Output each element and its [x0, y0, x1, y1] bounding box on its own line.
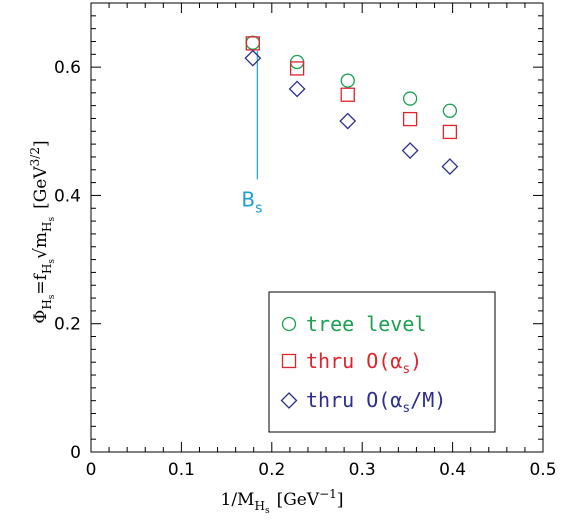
y-axis-label-phi-sub: H [40, 299, 54, 309]
x-axis-label-main: 1/M [221, 490, 255, 510]
legend-label-thru-alpha-s-over-m-sub: s [402, 401, 410, 416]
point-tree-level [402, 91, 418, 106]
legend-label-thru-alpha-s-post: ) [410, 349, 422, 373]
x-tick-label: 0 [86, 460, 97, 480]
bs-label: Bs [241, 187, 262, 216]
legend-label-tree-level: tree level [306, 312, 426, 336]
axis-tick-labels: 0 0.1 0.2 0.3 0.4 0.5 0 0.2 0.4 0.6 [54, 58, 557, 480]
point-thru-alpha-s [442, 124, 458, 140]
point-thru-alpha-s-over-m [244, 49, 262, 67]
point-thru-alpha-s-over-m [401, 142, 419, 159]
legend-label-thru-alpha-s-over-m: thru O(αs/M) [306, 388, 446, 416]
legend-label-thru-alpha-s-pre: thru O(α [306, 349, 402, 373]
legend-label-thru-alpha-s-over-m-post: /M) [410, 388, 446, 412]
data-points [244, 35, 459, 175]
axis-ticks [90, 2, 544, 453]
point-thru-alpha-s [340, 87, 355, 102]
x-axis-label-unit-close: ] [337, 490, 344, 510]
point-tree-level [340, 73, 355, 88]
legend: tree level thru O(αs) thru O(αs/M) [268, 291, 496, 433]
point-tree-level [245, 35, 260, 50]
y-tick-label: 0 [70, 443, 81, 463]
legend-marker-thru-alpha-s-over-m [280, 392, 298, 409]
point-thru-alpha-s [289, 61, 305, 76]
x-tick-label: 0.1 [168, 460, 195, 480]
legend-box [268, 291, 496, 433]
y-axis-label-sqrt: √m [31, 232, 51, 259]
legend-label-tree-level-text: tree level [306, 312, 426, 336]
y-axis-label-unit: [GeV [31, 166, 51, 209]
point-thru-alpha-s-over-m [339, 112, 357, 130]
legend-label-thru-alpha-s-over-m-pre: thru O(α [306, 388, 402, 412]
y-axis-label-f-sub: H [40, 264, 54, 274]
y-axis-label-unit-close: ] [31, 140, 51, 147]
y-axis-label-unit-sup: 3/2 [28, 147, 42, 166]
legend-marker-tree-level [281, 316, 297, 332]
y-axis-label-phi-subsub: s [47, 294, 57, 299]
legend-label-thru-alpha-s-sub: s [402, 362, 410, 377]
x-axis-label-sub1: H [254, 499, 264, 513]
x-axis-label: 1/MHs [GeV−1] [221, 487, 344, 516]
legend-marker-thru-alpha-s [281, 353, 297, 369]
point-thru-alpha-s-over-m [441, 158, 459, 175]
x-tick-label: 0.3 [349, 460, 376, 480]
y-axis-label-eq: =f [31, 272, 51, 294]
x-tick-label: 0.5 [529, 460, 556, 480]
x-tick-label: 0.2 [258, 460, 285, 480]
y-tick-label: 0.4 [54, 186, 81, 206]
y-axis-label: ΦHs=fHs√mHs[GeV3/2] [28, 140, 57, 323]
y-axis-label-f-subsub: s [47, 259, 57, 264]
y-axis-label-phi: Φ [31, 310, 51, 324]
x-axis-label-unit-sup: −1 [319, 487, 337, 501]
y-axis-label-m-subsub: s [47, 217, 57, 222]
bs-label-main: B [241, 187, 255, 211]
x-tick-label: 0.4 [439, 460, 466, 480]
point-thru-alpha-s [402, 111, 418, 127]
bs-annotation: Bs [241, 51, 262, 216]
bs-label-sub: s [255, 200, 262, 216]
point-tree-level [442, 103, 458, 118]
x-axis-label-sub2: s [265, 506, 270, 516]
plot-frame [90, 2, 544, 453]
legend-label-thru-alpha-s: thru O(αs) [306, 349, 422, 377]
y-tick-label: 0.6 [54, 58, 81, 78]
y-tick-label: 0.2 [54, 315, 81, 335]
x-axis-label-unit: [GeV [277, 490, 320, 510]
point-thru-alpha-s-over-m [288, 80, 306, 98]
y-axis-label-m-sub: H [40, 222, 54, 232]
